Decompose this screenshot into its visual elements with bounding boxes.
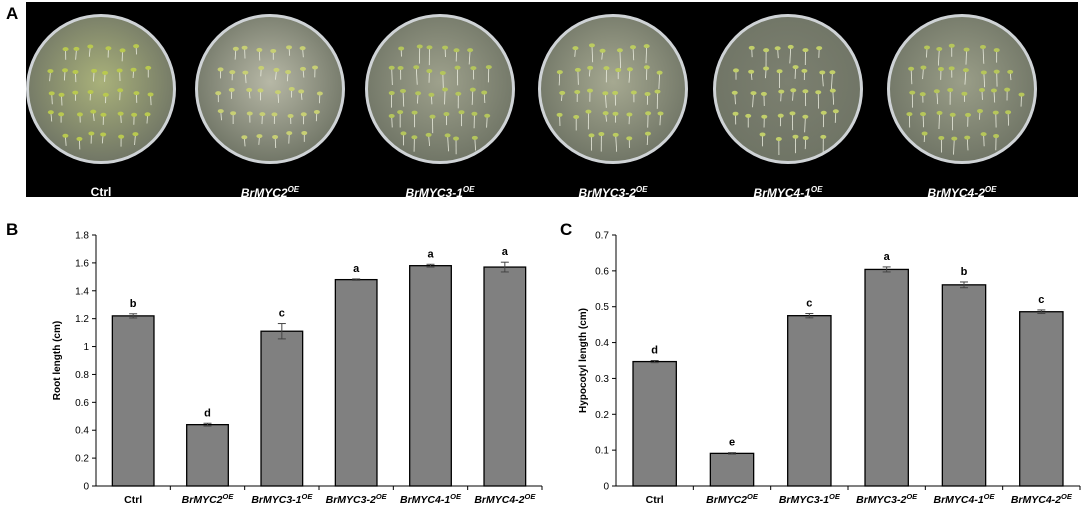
significance-label: b xyxy=(130,298,137,310)
y-tick-label: 0.5 xyxy=(595,302,609,313)
x-tick-label: BrMYC3-1OE xyxy=(779,492,841,506)
panel-c-letter: C xyxy=(560,220,573,239)
seedlings-image xyxy=(388,44,492,155)
x-tick-label: BrMYC4-2OE xyxy=(1011,492,1073,506)
seedling-photo-strip: Ctrl BrMYC2OE BrMYC3-1OE BrMYC3-2OE BrMYC4-1… xyxy=(26,2,1078,200)
y-tick-label: 1.8 xyxy=(75,231,89,242)
significance-label: c xyxy=(806,298,812,310)
seedlings-image xyxy=(906,43,1025,155)
x-tick-label: Ctrl xyxy=(124,494,142,506)
bar xyxy=(334,278,378,487)
y-tick-label: 0.4 xyxy=(595,338,609,349)
y-tick-label: 0.6 xyxy=(595,266,609,277)
x-tick-label: BrMYC4-1OE xyxy=(933,492,995,506)
y-tick-label: 0.2 xyxy=(75,454,89,465)
significance-label: a xyxy=(427,248,434,260)
y-tick-label: 0.2 xyxy=(595,410,609,421)
significance-label: c xyxy=(1038,294,1044,306)
hypocotyl-length-chart: 0 0.1 0.2 0.3 0.4 0.5 0.6 0.7 Hypocotyl length (… xyxy=(578,231,1081,506)
bar xyxy=(483,266,527,487)
bar xyxy=(409,265,452,487)
bar xyxy=(787,315,832,487)
y-tick-label: 0.8 xyxy=(75,370,89,381)
petri-dish xyxy=(365,14,515,164)
significance-label: a xyxy=(884,251,891,263)
bar xyxy=(864,268,909,487)
petri-dish xyxy=(713,14,863,164)
x-tick-label: BrMYC3-2OE xyxy=(326,492,388,506)
significance-label: a xyxy=(353,263,360,275)
y-tick-label: 0 xyxy=(603,482,609,493)
x-tick-label: BrMYC4-2OE xyxy=(474,492,536,506)
panel-a-letter: A xyxy=(6,4,19,23)
significance-label: b xyxy=(961,266,968,278)
y-tick-label: 0.4 xyxy=(75,426,89,437)
significance-label: d xyxy=(204,407,211,419)
y-tick-label: 0 xyxy=(83,482,89,493)
x-tick-label: Ctrl xyxy=(646,494,664,506)
panel-b-letter: B xyxy=(6,220,19,239)
bar xyxy=(111,315,155,487)
petri-dish xyxy=(26,14,176,164)
y-axis-label: Hypocotyl length (cm) xyxy=(578,308,589,413)
significance-label: a xyxy=(502,246,509,258)
x-tick-label: BrMYC2OE xyxy=(182,492,235,506)
x-tick-label: BrMYC2OE xyxy=(706,492,759,506)
bar xyxy=(709,452,755,487)
seedlings-image xyxy=(731,44,839,156)
y-tick-label: 1.6 xyxy=(75,258,89,269)
y-tick-label: 1.4 xyxy=(75,286,89,297)
y-tick-label: 0.7 xyxy=(595,231,609,242)
dish-label: Ctrl xyxy=(90,185,112,199)
bar xyxy=(1019,311,1064,487)
seedlings-image xyxy=(47,44,154,150)
bar xyxy=(260,330,304,487)
bar xyxy=(632,360,677,487)
seedlings-image xyxy=(556,43,664,152)
petri-dish xyxy=(195,14,345,164)
significance-label: d xyxy=(651,345,658,357)
petri-dish xyxy=(538,14,688,164)
dish-label: BrMYC4-2OE xyxy=(927,185,997,200)
y-tick-label: 1.2 xyxy=(75,314,89,325)
y-tick-label: 1 xyxy=(83,342,89,353)
dish-label: BrMYC3-2OE xyxy=(578,185,648,200)
x-tick-label: BrMYC4-1OE xyxy=(400,492,462,506)
bar xyxy=(941,284,987,487)
dish-label: BrMYC3-1OE xyxy=(405,185,475,200)
y-tick-label: 0.3 xyxy=(595,374,609,385)
dish-label: BrMYC2OE xyxy=(240,185,300,200)
significance-label: c xyxy=(279,308,285,320)
y-tick-label: 0.1 xyxy=(595,446,609,457)
bar xyxy=(186,423,229,487)
y-tick-label: 0.6 xyxy=(75,398,89,409)
petri-dish xyxy=(887,14,1037,164)
dish-label: BrMYC4-1OE xyxy=(753,185,823,200)
x-tick-label: BrMYC3-2OE xyxy=(856,492,918,506)
root-length-chart: 0 0.2 0.4 0.6 0.8 1 1.2 1.4 1.6 1.8 Root length (c… xyxy=(52,231,543,506)
x-tick-label: BrMYC3-1OE xyxy=(251,492,313,506)
significance-label: e xyxy=(729,437,735,449)
seedlings-image xyxy=(215,45,323,149)
y-axis-label: Root length (cm) xyxy=(52,321,63,400)
